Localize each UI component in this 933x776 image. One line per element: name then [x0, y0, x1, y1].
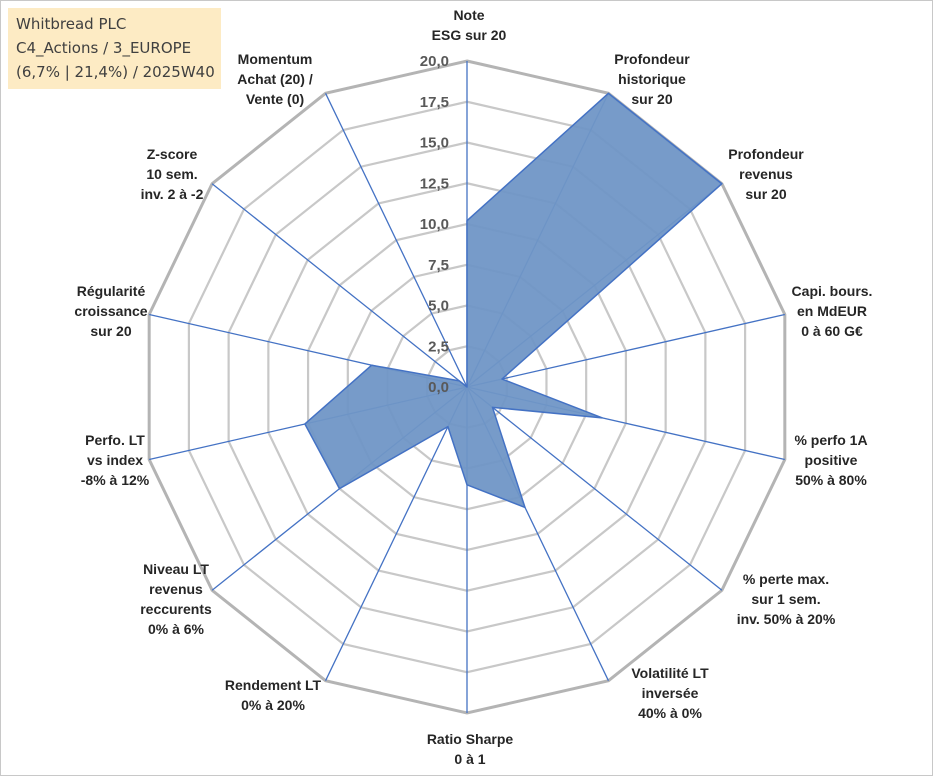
axis-spoke — [324, 386, 468, 681]
axis-label-line: 10 sem. — [146, 166, 197, 182]
axis-label-line: inv. 2 à -2 — [141, 186, 204, 202]
tick-label: 20,0 — [420, 53, 449, 70]
axis-label-line: en MdEUR — [797, 303, 867, 319]
tick-labels: 0,0 2,5 5,0 7,5 10,0 12,5 15,0 17,5 20,0 — [420, 53, 449, 396]
axis-label-line: 0 à 60 G€ — [801, 323, 863, 339]
axis-label-line: sur 1 sem. — [751, 591, 820, 607]
axis-label-line: sur 20 — [90, 323, 131, 339]
axis-label-line: 40% à 0% — [638, 705, 702, 721]
axis-label-line: reccurents — [140, 601, 212, 617]
axis-label: Volatilité LT inversée 40% à 0% — [631, 665, 709, 721]
axis-labels: Note ESG sur 20 Profondeur historique sur 20… — [74, 7, 872, 767]
axis-label-line: -8% à 12% — [81, 472, 150, 488]
axis-label: Z-score 10 sem. inv. 2 à -2 — [141, 146, 204, 202]
axis-label-line: 0% à 6% — [148, 621, 205, 637]
title-company: Whitbread PLC — [16, 15, 127, 33]
axis-label: Rendement LT 0% à 20% — [225, 677, 322, 713]
axis-spoke — [466, 313, 785, 388]
axis-label: Ratio Sharpe 0 à 1 — [427, 731, 514, 767]
axis-label-line: inversée — [642, 685, 699, 701]
title-stats: (6,7% | 21,4%) / 2025W40 — [16, 63, 215, 81]
tick-label: 2,5 — [428, 338, 449, 355]
axis-label-line: 0 à 1 — [454, 751, 485, 767]
axis-label-line: revenus — [149, 581, 203, 597]
axis-label: Niveau LT revenus reccurents 0% à 6% — [140, 561, 212, 637]
axis-label: Profondeur historique sur 20 — [614, 51, 690, 107]
axis-label: Momentum Achat (20) / Vente (0) — [237, 51, 313, 107]
axis-spoke — [211, 183, 468, 388]
tick-label: 15,0 — [420, 135, 449, 152]
axis-label-line: Momentum — [238, 51, 313, 67]
axis-label-line: historique — [618, 71, 686, 87]
axis-label: % perte max. sur 1 sem. inv. 50% à 20% — [737, 571, 836, 627]
axis-label-line: positive — [805, 452, 858, 468]
tick-label: 0,0 — [428, 379, 449, 396]
title-category: C4_Actions / 3_EUROPE — [16, 39, 192, 57]
axis-label-line: % perte max. — [743, 571, 829, 587]
axis-label-line: % perfo 1A — [794, 432, 867, 448]
axis-label: Capi. bours. en MdEUR 0 à 60 G€ — [792, 283, 873, 339]
axis-label-line: Régularité — [77, 283, 146, 299]
axis-label: Note ESG sur 20 — [432, 7, 507, 43]
axis-label: % perfo 1A positive 50% à 80% — [794, 432, 867, 488]
axis-label-line: vs index — [87, 452, 143, 468]
axis-label-line: sur 20 — [631, 91, 672, 107]
axis-label-line: 50% à 80% — [795, 472, 867, 488]
series-area — [304, 92, 723, 509]
axis-label-line: Note — [453, 7, 484, 23]
tick-label: 5,0 — [428, 298, 449, 315]
axis-label-line: Ratio Sharpe — [427, 731, 514, 747]
axis-label-line: croissance — [74, 303, 147, 319]
axis-label-line: sur 20 — [745, 186, 786, 202]
axis-label-line: ESG sur 20 — [432, 27, 507, 43]
series-layer — [304, 92, 723, 509]
axis-label: Profondeur revenus sur 20 — [728, 146, 804, 202]
axis-spoke — [324, 93, 468, 388]
axis-label-line: Achat (20) / — [237, 71, 313, 87]
axis-label-line: Capi. bours. — [792, 283, 873, 299]
axis-spoke — [466, 386, 723, 591]
tick-label: 12,5 — [420, 175, 449, 192]
axis-label-line: inv. 50% à 20% — [737, 611, 836, 627]
tick-label: 10,0 — [420, 216, 449, 233]
axis-label-line: Vente (0) — [246, 91, 304, 107]
axis-label-line: 0% à 20% — [241, 697, 305, 713]
axis-label-line: Profondeur — [614, 51, 690, 67]
tick-label: 7,5 — [428, 257, 449, 274]
axis-label-line: Niveau LT — [143, 561, 209, 577]
title-box: Whitbread PLC C4_Actions / 3_EUROPE (6,7… — [8, 8, 221, 89]
axis-label: Régularité croissance sur 20 — [74, 283, 147, 339]
axis-label-line: Rendement LT — [225, 677, 322, 693]
axis-label-line: Profondeur — [728, 146, 804, 162]
axis-label: Perfo. LT vs index -8% à 12% — [81, 432, 150, 488]
axis-label-line: Z-score — [147, 146, 198, 162]
axis-label-line: Volatilité LT — [631, 665, 709, 681]
axis-label-line: revenus — [739, 166, 793, 182]
axis-label-line: Perfo. LT — [85, 432, 145, 448]
tick-label: 17,5 — [420, 94, 449, 111]
